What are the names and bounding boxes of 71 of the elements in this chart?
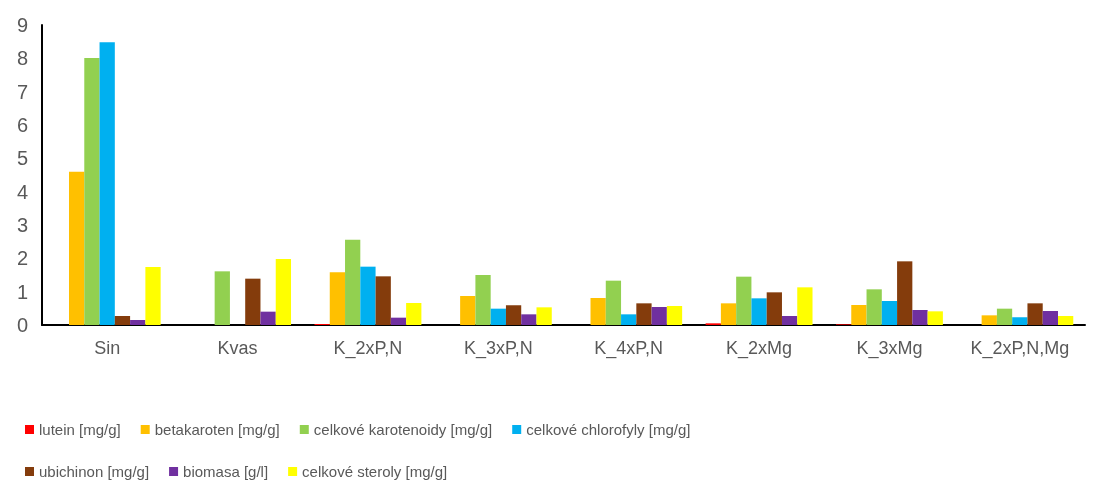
bar xyxy=(360,266,376,325)
bar xyxy=(1027,303,1043,325)
bar xyxy=(390,317,407,325)
bar xyxy=(666,306,683,325)
bar xyxy=(1042,311,1058,325)
bar xyxy=(329,272,346,325)
bar xyxy=(345,239,361,325)
bar xyxy=(214,271,230,325)
legend-label: betakaroten [mg/g] xyxy=(154,421,280,438)
x-tick-label: Sin xyxy=(94,338,121,358)
y-tick-label: 4 xyxy=(16,180,28,203)
x-tick-label: K_3xMg xyxy=(856,338,923,359)
legend-label: celkové karotenoidy [mg/g] xyxy=(313,421,493,438)
bar xyxy=(275,259,292,325)
x-tick-label: K_4xP,N xyxy=(594,338,664,359)
y-tick-label: 5 xyxy=(16,147,28,170)
legend-label: lutein [mg/g] xyxy=(39,421,121,438)
bar xyxy=(130,320,146,325)
bar xyxy=(114,316,131,325)
bar xyxy=(145,267,161,325)
bar xyxy=(406,303,422,325)
bar xyxy=(536,307,552,325)
y-tick-label: 8 xyxy=(16,47,28,70)
bar xyxy=(636,303,652,325)
bar xyxy=(751,298,767,325)
y-tick-label: 1 xyxy=(16,280,28,303)
bar xyxy=(981,315,997,325)
bar xyxy=(245,278,261,325)
bar xyxy=(260,311,276,325)
x-tick-label: Kvas xyxy=(217,338,258,358)
legend-label: celkové chlorofyly [mg/g] xyxy=(526,421,691,438)
bar xyxy=(881,301,898,325)
bar xyxy=(996,308,1013,325)
bar xyxy=(781,316,798,325)
bar xyxy=(866,289,882,325)
y-tick-label: 3 xyxy=(16,214,28,236)
legend-label: celkové steroly [mg/g] xyxy=(302,463,448,480)
y-tick-label: 9 xyxy=(16,14,28,36)
bar xyxy=(490,308,506,325)
x-tick-label: K_2xP,N xyxy=(333,338,403,359)
bar xyxy=(475,275,491,325)
x-tick-label: K_3xP,N xyxy=(463,338,533,359)
bar xyxy=(621,314,637,325)
bar xyxy=(651,307,667,325)
bar xyxy=(375,276,391,325)
y-tick-label: 2 xyxy=(16,247,28,270)
y-tick-label: 7 xyxy=(16,80,28,103)
bar xyxy=(1057,316,1074,325)
legend-label: ubichinon [mg/g] xyxy=(39,463,150,480)
bar xyxy=(720,303,737,325)
bar xyxy=(897,261,913,325)
bar xyxy=(851,305,867,325)
bar xyxy=(1012,317,1028,325)
bar xyxy=(605,280,622,325)
bar xyxy=(912,310,928,325)
y-tick-label: 0 xyxy=(16,314,28,336)
bar xyxy=(69,171,85,325)
bar xyxy=(766,292,782,325)
y-tick-label: 6 xyxy=(16,114,28,136)
x-tick-label: K_2xMg xyxy=(726,338,793,359)
bar xyxy=(521,314,537,325)
bar xyxy=(460,296,476,325)
bar xyxy=(84,58,100,325)
bar xyxy=(736,276,752,325)
x-tick-label: K_2xP,N,Mg xyxy=(970,338,1070,359)
bar xyxy=(505,305,522,325)
bar xyxy=(927,311,943,325)
bar xyxy=(797,287,813,325)
bar xyxy=(99,42,115,325)
legend-label: biomasa [g/l] xyxy=(183,463,269,480)
bar xyxy=(590,298,606,325)
